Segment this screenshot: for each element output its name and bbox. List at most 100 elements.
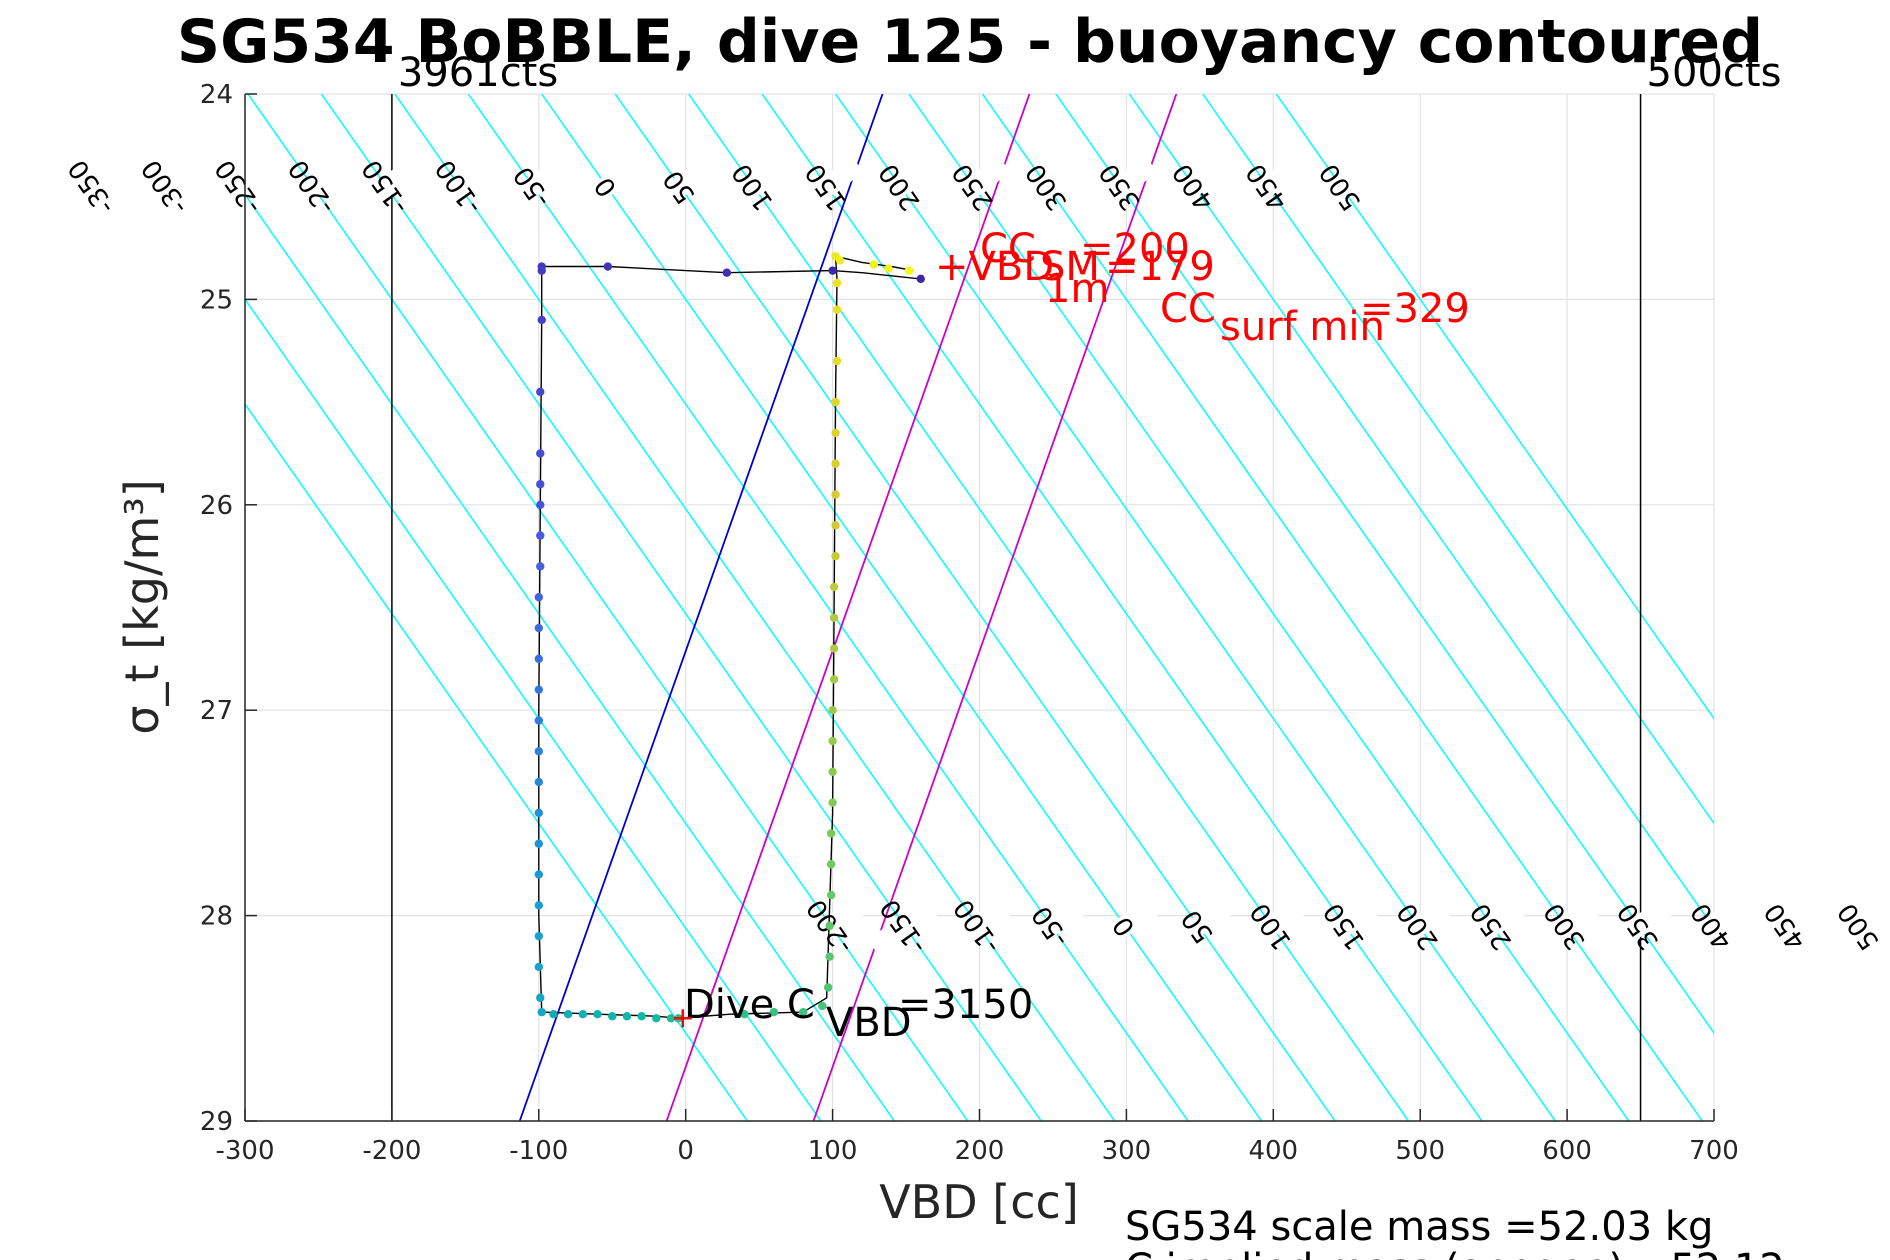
label-bg [863, 156, 938, 217]
svg-text:=3150: =3150 [898, 982, 1033, 1028]
x-tick-label: 700 [1689, 1136, 1739, 1166]
contour-200 [834, 94, 1556, 1121]
trajectory-point [534, 808, 543, 818]
label-bg [202, 156, 277, 217]
label-bg [1234, 895, 1309, 956]
trajectory-point [832, 356, 842, 366]
contour-100 [688, 94, 1410, 1121]
x-tick-label: 200 [955, 1136, 1005, 1166]
label-bg [936, 156, 1011, 217]
label-bg [716, 156, 791, 217]
label-bg [1157, 156, 1231, 217]
trajectory-point [536, 449, 545, 458]
trajectory-point [825, 952, 834, 961]
label-bg [1528, 895, 1603, 956]
label-bg [1381, 895, 1456, 956]
red-cross-marker [673, 1009, 692, 1028]
label-bg [941, 895, 1015, 956]
trajectory-point [537, 266, 546, 275]
contour-500 [1275, 94, 1714, 720]
trajectory-point [536, 480, 545, 489]
trajectory-point [536, 993, 545, 1002]
x-tick-label: 100 [808, 1136, 858, 1166]
highlight-line-100 [665, 94, 1031, 1121]
trajectory-point [534, 623, 543, 633]
trajectory-point [534, 962, 543, 972]
axes: -300 -200 -100 0 100 200 300 400 500 600 700 24 25 26… [200, 80, 1739, 1166]
contour--250 [245, 193, 895, 1121]
label-bg [1675, 895, 1750, 956]
x-tick-label: 0 [677, 1136, 694, 1166]
highlight-line-200 [812, 94, 1178, 1121]
trajectory-point [593, 1009, 602, 1019]
trajectory-point [534, 931, 543, 941]
label-bg [1087, 895, 1162, 956]
contour--100 [394, 94, 1116, 1121]
trajectory-point [828, 767, 837, 777]
contour-400 [1128, 94, 1714, 930]
trajectory-point [831, 490, 840, 499]
label-bg [1161, 895, 1236, 956]
x-tick-label: 300 [1102, 1136, 1152, 1166]
vbd-limit-label-0: 3961cts [398, 50, 558, 96]
label-bg [1304, 156, 1378, 217]
trajectory-point [831, 551, 840, 561]
label-bg [422, 156, 497, 217]
trajectory-point [578, 1009, 588, 1019]
svg-text:=329: =329 [1360, 286, 1470, 332]
trajectory-point [835, 256, 845, 265]
highlight-line-0 [518, 94, 884, 1121]
contour--150 [320, 94, 1042, 1121]
trajectory-point [828, 798, 837, 807]
trajectory-point [831, 428, 840, 438]
trajectory-point [831, 459, 840, 468]
trajectory-point [829, 582, 839, 592]
y-tick-label: 27 [200, 696, 233, 726]
y-tick-label: 29 [200, 1107, 233, 1137]
contour--350 [245, 402, 749, 1121]
contour-450 [1202, 94, 1714, 825]
label-bg [1748, 895, 1823, 956]
trajectory-point [829, 644, 839, 653]
trajectory-point [831, 397, 840, 407]
label-bg [1455, 895, 1529, 956]
svg-text:CC: CC [1160, 286, 1216, 332]
x-tick-label: 500 [1395, 1136, 1445, 1166]
trajectory-point [828, 706, 837, 715]
chart-title: SG534 BoBBLE, dive 125 - buoyancy contou… [177, 7, 1763, 77]
contour--50 [467, 94, 1189, 1121]
svg-text:Dive C: Dive C [684, 982, 815, 1028]
trajectory-point [666, 1014, 676, 1023]
label-bg [128, 156, 203, 217]
trajectory-point [536, 387, 545, 397]
trajectory-point [831, 521, 840, 530]
x-tick-label: 600 [1542, 1136, 1592, 1166]
svg-text:1m: 1m [1045, 266, 1109, 312]
trajectory-point [904, 266, 914, 275]
trajectory-point [823, 983, 833, 992]
x-axis-label: VBD [cc] [879, 1175, 1079, 1229]
label-bg [867, 895, 942, 956]
trajectory-point [534, 685, 543, 694]
contour-250 [908, 94, 1630, 1121]
contour-300 [981, 94, 1703, 1121]
trajectory-point [825, 921, 834, 931]
trajectory-point [537, 315, 546, 325]
svg-text:CC: CC [980, 226, 1036, 272]
trajectory-point [826, 829, 836, 838]
trajectory-point [826, 890, 836, 900]
trajectory-point [534, 777, 543, 787]
label-bg [1230, 156, 1305, 217]
contour--200 [247, 94, 969, 1121]
label-bg [790, 156, 864, 217]
x-tick-label: -100 [509, 1136, 568, 1166]
svg-text:=179: =179 [1105, 244, 1215, 290]
label-bg [643, 156, 717, 217]
trajectory-point [536, 562, 545, 571]
annotation-cc: CC =200 [980, 226, 1190, 272]
svg-text:surf min: surf min [1220, 304, 1385, 350]
trajectory-point [534, 839, 543, 848]
x-tick-label: -200 [362, 1136, 421, 1166]
trajectory-point [536, 531, 545, 540]
